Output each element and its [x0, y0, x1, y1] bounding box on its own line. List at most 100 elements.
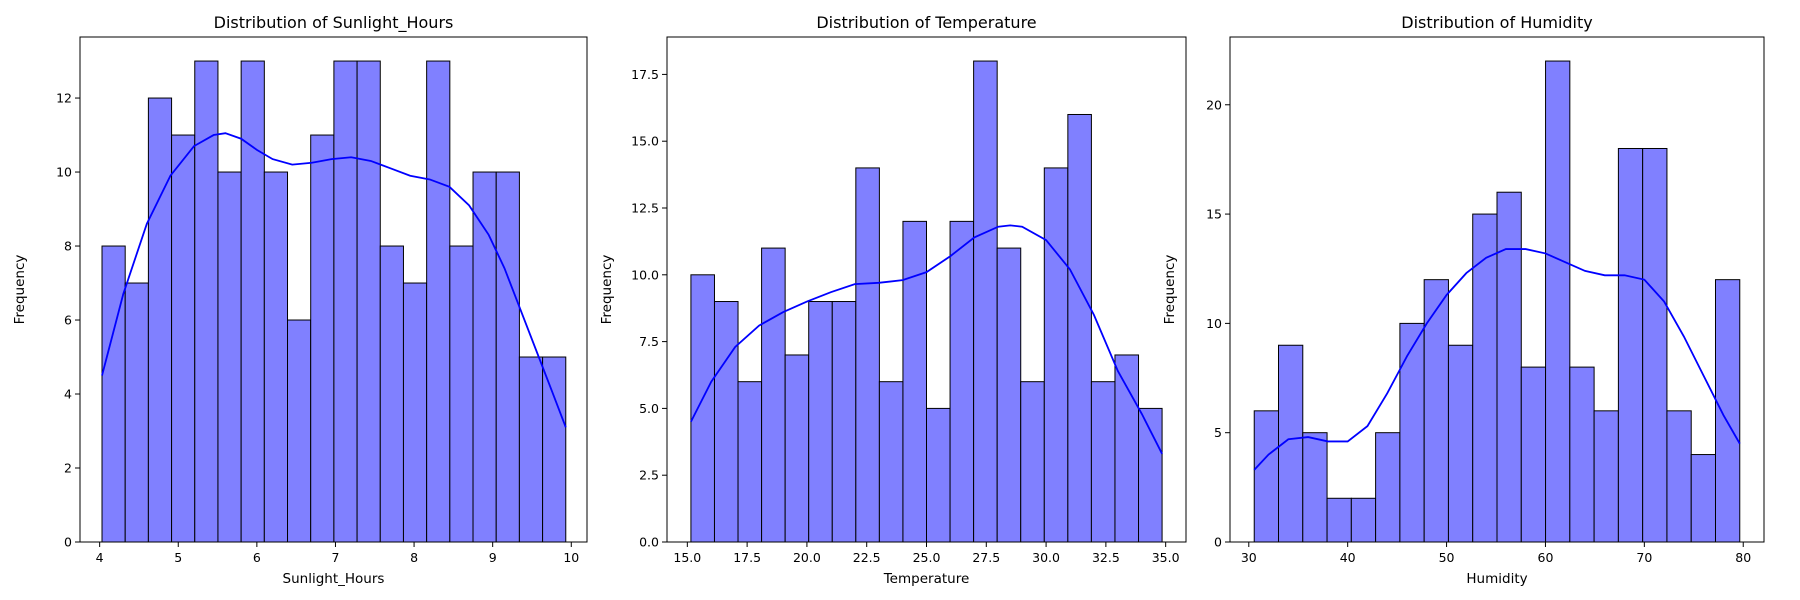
histogram-bar: [1714, 279, 1741, 543]
histogram-bar: [171, 134, 196, 543]
histogram-bar: [449, 245, 474, 543]
kde-line: [1253, 248, 1741, 471]
x-tick-label: 22.5: [853, 550, 881, 565]
histogram-bar: [1545, 60, 1571, 543]
histogram-bar: [926, 407, 951, 543]
kde-line: [690, 224, 1163, 455]
histogram-bar: [217, 171, 242, 543]
x-tick-label: 40: [1340, 550, 1356, 565]
y-tick-label: 5.0: [639, 401, 659, 416]
histogram-bar: [1375, 432, 1401, 543]
histogram-bar: [902, 220, 928, 543]
y-tick-label: 20: [1206, 97, 1222, 112]
histogram-bar: [713, 301, 739, 543]
histogram-bar: [1447, 344, 1474, 543]
y-tick-label: 12: [56, 91, 72, 106]
histogram-bar: [1399, 322, 1425, 543]
y-tick-label: 2.5: [639, 468, 659, 483]
histogram-bar: [1472, 213, 1498, 543]
y-tick-label: 8: [64, 239, 72, 254]
y-tick-label: 10: [1206, 316, 1222, 331]
y-tick-label: 0.0: [639, 535, 659, 550]
x-tick-label: 70: [1636, 550, 1652, 565]
chart-title: Distribution of Humidity: [1401, 13, 1592, 32]
axes-frame: [1229, 36, 1765, 543]
bars: [690, 60, 1163, 543]
histogram-bar: [1302, 432, 1328, 543]
histogram-bar: [287, 319, 312, 543]
chart-panel-1: 4 5 6 7 8 9 10 0 2 4 6 8 10 12 Distribution of Sunligh…: [12, 13, 588, 587]
histogram-bar: [1067, 113, 1092, 543]
y-tick-label: 6: [64, 313, 72, 328]
y-tick-label: 4: [64, 387, 72, 402]
histogram-bar: [1690, 454, 1716, 543]
x-tick-label: 10: [563, 550, 579, 565]
y-tick-label: 17.5: [631, 67, 659, 82]
histogram-bar: [996, 247, 1022, 543]
histogram-bar: [240, 60, 265, 543]
x-tick-label: 50: [1439, 550, 1455, 565]
bars: [101, 60, 567, 543]
histogram-bar: [1350, 497, 1377, 543]
histogram-bar: [1020, 381, 1045, 543]
histogram-bar: [356, 60, 381, 543]
histogram-bar: [1423, 279, 1449, 543]
histogram-bar: [831, 301, 857, 543]
histogram-bar: [263, 171, 289, 543]
x-tick-label: 60: [1538, 550, 1554, 565]
histogram-bar: [1114, 354, 1140, 543]
x-tick-label: 7: [331, 550, 339, 565]
histogram-bar: [518, 356, 544, 543]
x-tick-label: 35.0: [1152, 550, 1180, 565]
x-tick-label: 20.0: [793, 550, 821, 565]
x-tick-label: 15.0: [673, 550, 701, 565]
histogram-bar: [808, 301, 833, 543]
histogram-bar: [949, 220, 975, 543]
y-tick-label: 5: [1214, 425, 1222, 440]
histogram-bar: [690, 274, 715, 543]
histogram-bar: [1326, 497, 1352, 543]
y-tick-label: 12.5: [631, 201, 659, 216]
x-tick-label: 4: [96, 550, 104, 565]
histogram-bar: [147, 97, 173, 543]
x-tick-label: 30: [1241, 550, 1257, 565]
chart-title: Distribution of Temperature: [816, 13, 1036, 32]
histogram-bar: [855, 167, 880, 543]
histogram-bar: [1642, 147, 1668, 543]
y-tick-label: 10: [56, 165, 72, 180]
chart-title: Distribution of Sunlight_Hours: [214, 13, 454, 33]
chart-panel-2: 15.0 17.5 20.0 22.5 25.0 27.5 30.0 32.5 35.0 0.0 2…: [599, 13, 1187, 587]
histogram-bar: [542, 356, 567, 543]
histogram-bar: [1253, 410, 1280, 543]
histogram-bar: [495, 171, 520, 543]
y-tick-label: 15: [1206, 207, 1222, 222]
histogram-bar: [737, 381, 763, 543]
y-axis-label: Frequency: [1162, 255, 1178, 325]
histogram-bar: [878, 381, 904, 543]
kde-line: [101, 132, 567, 428]
y-tick-label: 0: [64, 535, 72, 550]
histogram-bar: [973, 60, 998, 543]
y-tick-label: 7.5: [639, 334, 659, 349]
y-axis-label: Frequency: [12, 255, 28, 325]
histogram-bar: [1617, 147, 1644, 543]
histogram-bar: [1138, 407, 1163, 543]
x-tick-label: 27.5: [972, 550, 1000, 565]
bars: [1253, 60, 1741, 543]
x-axis-label: Sunlight_Hours: [283, 571, 385, 587]
x-tick-label: 32.5: [1092, 550, 1120, 565]
histogram-bar: [1520, 366, 1547, 543]
y-tick-label: 15.0: [631, 134, 659, 149]
x-axis-label: Temperature: [883, 571, 970, 587]
histogram-bar: [402, 282, 428, 543]
axes-frame: [79, 36, 588, 543]
histogram-bar: [379, 245, 404, 543]
x-tick-label: 8: [410, 550, 418, 565]
x-tick-label: 5: [174, 550, 182, 565]
histogram-bar: [1593, 410, 1619, 543]
histogram-bar: [1666, 410, 1692, 543]
x-tick-label: 17.5: [733, 550, 761, 565]
x-tick-label: 25.0: [913, 550, 941, 565]
x-tick-label: 9: [489, 550, 497, 565]
